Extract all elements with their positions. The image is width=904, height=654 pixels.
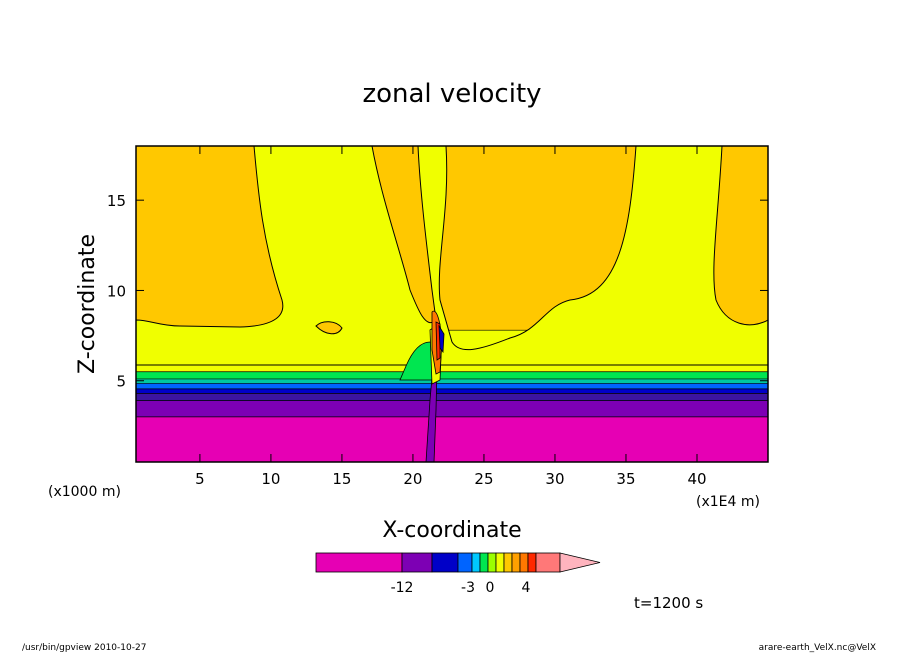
colorbar-segment <box>519 552 529 573</box>
colorbar-segment <box>495 552 505 573</box>
y-axis-label: Z-coordinate <box>75 234 100 374</box>
colorbar-segment <box>457 552 473 573</box>
colorbar-segment <box>487 552 497 573</box>
wave-blue-core <box>438 324 445 354</box>
x-tick-label: 30 <box>545 470 564 488</box>
orange-island <box>315 321 343 335</box>
x-tick-label: 20 <box>403 470 422 488</box>
x-unit-label: (x1E4 m) <box>696 494 760 510</box>
colorbar-label: -3 <box>461 580 475 596</box>
y-tick-label: 15 <box>107 192 126 210</box>
x-tick-label: 15 <box>332 470 351 488</box>
colorbar-label: 0 <box>486 580 495 596</box>
x-ticks: 5 10 15 20 25 30 35 40 <box>195 146 707 488</box>
layer-magenta <box>136 416 768 462</box>
footer-right: arare-earth_VelX.nc@VelX <box>759 643 876 653</box>
x-tick-label: 40 <box>687 470 706 488</box>
layer-cyan-green <box>136 378 768 384</box>
x-tick-label: 10 <box>261 470 280 488</box>
left-plume <box>136 146 768 366</box>
colorbar <box>315 552 601 573</box>
layer-blue <box>136 383 768 389</box>
colorbar-segment <box>503 552 513 573</box>
colorbar-segment <box>471 552 481 573</box>
y-tick-label: 5 <box>116 373 126 391</box>
colorbar-labels: -12 -3 0 4 <box>391 580 531 596</box>
layer-navy <box>136 388 768 394</box>
x-tick-label: 5 <box>195 470 205 488</box>
x-axis-label: X-coordinate <box>382 518 521 543</box>
y-unit-label: (x1000 m) <box>48 484 121 500</box>
colorbar-segment <box>527 552 537 573</box>
colorbar-segment <box>401 552 433 573</box>
chart-title: zonal velocity <box>362 79 541 109</box>
layer-green <box>136 371 768 379</box>
upper-features <box>136 146 768 366</box>
colorbar-segment <box>479 552 489 573</box>
layer-indigo <box>136 393 768 401</box>
colorbar-segment <box>431 552 459 573</box>
y-ticks: 5 10 15 <box>107 192 768 391</box>
colorbar-segment <box>315 552 403 573</box>
colorbar-arrow <box>559 552 601 573</box>
plot-area <box>136 146 768 462</box>
colorbar-label: -12 <box>391 580 414 596</box>
colorbar-segment <box>511 552 521 573</box>
central-mountain-wave <box>399 310 445 462</box>
layer-purple <box>136 400 768 417</box>
colorbar-segment <box>535 552 561 573</box>
x-tick-label: 35 <box>616 470 635 488</box>
footer-left: /usr/bin/gpview 2010-10-27 <box>22 643 146 653</box>
plot-frame <box>135 145 769 463</box>
colorbar-label: 4 <box>522 580 531 596</box>
time-label: t=1200 s <box>634 594 703 612</box>
y-tick-label: 10 <box>107 282 126 300</box>
x-tick-label: 25 <box>474 470 493 488</box>
